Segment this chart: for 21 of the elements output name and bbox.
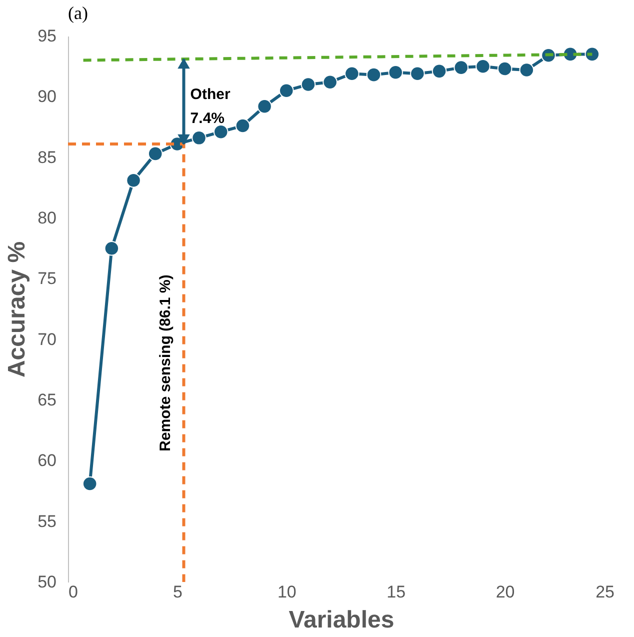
annotation: Other 7.4%	[190, 86, 230, 128]
y-tick-label: 55	[38, 512, 56, 531]
y-tick-label: 75	[38, 269, 56, 288]
y-axis-title: Accuracy %	[4, 241, 31, 378]
y-tick-label: 90	[38, 87, 56, 106]
y-tick-label: 50	[38, 572, 56, 592]
x-tick-label: 25	[596, 582, 614, 602]
x-tick-label: 0	[68, 582, 78, 602]
x-axis-title: Variables	[288, 606, 394, 634]
y-tick-label: 65	[38, 390, 56, 410]
y-tick-label: 60	[38, 451, 56, 470]
x-tick-label: 10	[277, 582, 296, 602]
x-tick-label: 5	[172, 582, 182, 602]
y-tick-label: 70	[38, 330, 56, 349]
x-tick-label: 15	[386, 582, 406, 602]
annotation: Remote sensing (86.1 %)	[157, 274, 174, 452]
x-tick-label: 20	[496, 582, 515, 602]
y-tick-label: 85	[38, 148, 56, 167]
chart-title: (a)	[68, 3, 88, 23]
y-tick-label: 80	[38, 208, 56, 228]
y-tick-label: 95	[38, 26, 56, 46]
